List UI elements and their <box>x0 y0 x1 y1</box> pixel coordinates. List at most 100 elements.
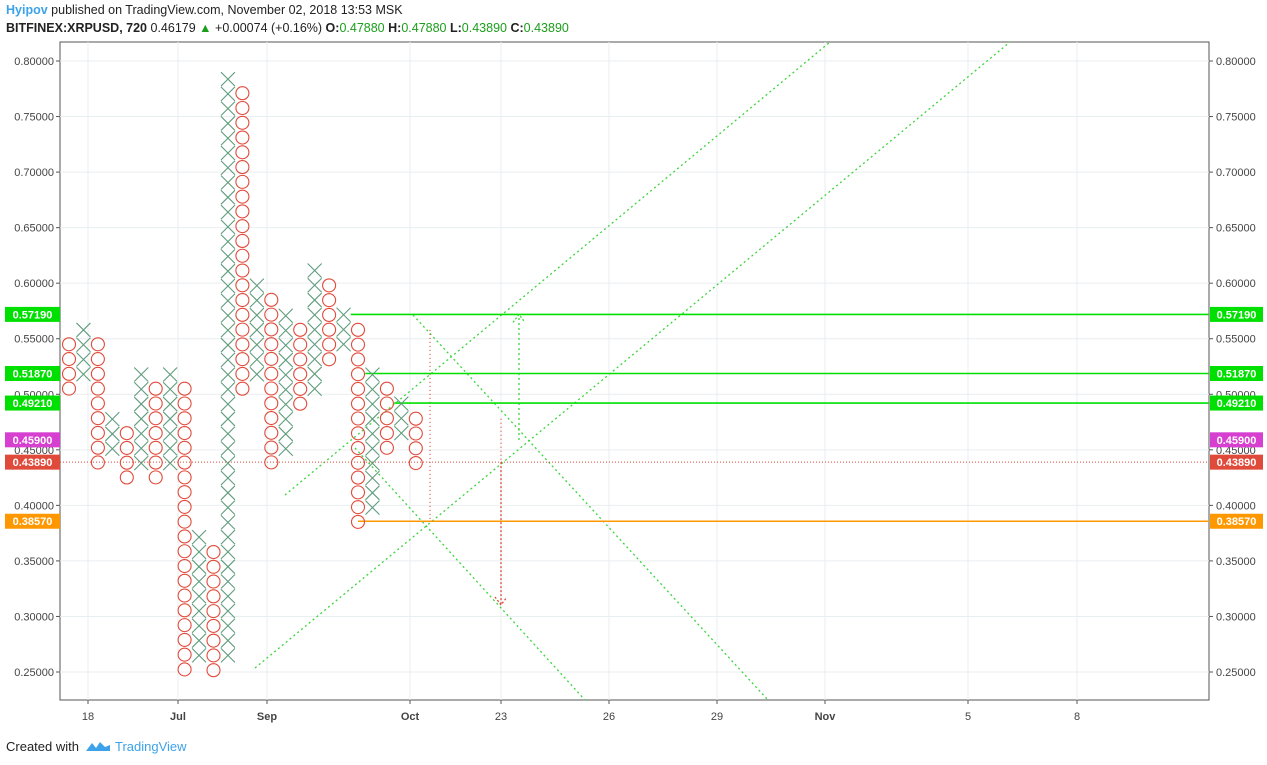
price-badge-left[interactable]: 0.43890 <box>5 454 60 470</box>
o-box <box>119 470 134 485</box>
price-badge-label: 0.45900 <box>1217 435 1257 447</box>
o-box <box>264 322 279 337</box>
x-box <box>220 145 236 161</box>
trend-line[interactable] <box>412 314 769 701</box>
o-column[interactable] <box>293 322 308 411</box>
o-box <box>177 662 192 677</box>
o-column[interactable] <box>148 381 163 485</box>
o-column[interactable] <box>379 381 394 455</box>
price-badge-right[interactable]: 0.45900 <box>1210 432 1263 448</box>
o-box <box>119 426 134 441</box>
price-badge-right[interactable]: 0.51870 <box>1210 365 1263 381</box>
o-column[interactable] <box>350 322 366 529</box>
x-column[interactable] <box>365 367 380 515</box>
x-box <box>220 618 236 634</box>
o-box <box>90 366 105 381</box>
price-badge-left[interactable]: 0.45900 <box>5 432 60 448</box>
pnf-columns[interactable] <box>61 71 423 678</box>
o-box <box>264 425 279 440</box>
x-column[interactable] <box>307 263 323 397</box>
o-box <box>293 381 308 396</box>
x-column[interactable] <box>220 71 236 663</box>
o-column[interactable] <box>119 426 134 485</box>
price-badges[interactable]: 0.57190 0.57190 0.51870 0.51870 0.49210 0.492… <box>5 306 1263 529</box>
x-box <box>133 440 149 456</box>
x-column[interactable] <box>191 529 207 663</box>
x-column[interactable] <box>336 307 351 352</box>
price-badge-left[interactable]: 0.49210 <box>5 395 60 411</box>
o-box <box>148 425 163 441</box>
x-column[interactable] <box>76 322 91 382</box>
x-box <box>249 278 265 294</box>
x-box <box>76 366 91 382</box>
footer: Created with TradingView <box>6 739 187 754</box>
price-badge-left[interactable]: 0.38570 <box>5 513 60 529</box>
x-box <box>220 293 236 309</box>
o-column[interactable] <box>61 337 77 396</box>
o-box <box>379 411 394 426</box>
x-box <box>191 529 207 545</box>
x-box <box>220 234 236 250</box>
tradingview-link[interactable]: TradingView <box>114 739 187 754</box>
o-box <box>206 574 221 589</box>
o-box <box>177 499 192 514</box>
x-box <box>220 574 236 589</box>
price-badge-right[interactable]: 0.57190 <box>1210 306 1263 322</box>
y-tick-label-left: 0.60000 <box>14 278 54 290</box>
price-badge-bg <box>1210 432 1263 448</box>
price-badge-right[interactable]: 0.49210 <box>1210 395 1263 411</box>
y-tick-label-left: 0.65000 <box>14 223 54 235</box>
o-box <box>235 145 250 160</box>
x-tick-label: 18 <box>82 711 94 723</box>
x-box <box>365 485 380 501</box>
price-badge-right[interactable]: 0.43890 <box>1210 454 1263 470</box>
o-box <box>206 589 221 604</box>
o-column[interactable] <box>235 86 250 396</box>
x-box <box>220 116 236 131</box>
x-box <box>76 352 91 367</box>
trend-lines[interactable] <box>254 41 1011 701</box>
o-box <box>177 544 192 559</box>
o-column[interactable] <box>90 337 105 470</box>
x-column[interactable] <box>278 308 294 457</box>
x-column[interactable] <box>249 278 265 382</box>
x-tick-label: Jul <box>170 711 186 723</box>
x-axis[interactable]: 18 Jul Sep Oct 23 26 29 Nov 5 8 <box>82 700 1080 723</box>
y-tick-label-left: 0.30000 <box>14 611 54 623</box>
author-name[interactable]: Hyipov <box>6 3 48 17</box>
plot-area[interactable] <box>59 41 1210 701</box>
y-axis-right[interactable]: 0.80000 0.75000 0.70000 0.65000 0.60000 0.550… <box>1209 56 1256 679</box>
x-box <box>133 426 149 441</box>
x-box <box>249 337 265 353</box>
o-box <box>148 470 163 485</box>
o-column[interactable] <box>322 278 337 367</box>
o-box <box>264 292 279 307</box>
x-tick-label: Nov <box>815 711 837 723</box>
publish-info: Hyipov published on TradingView.com, Nov… <box>6 3 403 17</box>
trend-line[interactable] <box>254 41 1011 669</box>
x-tick-label: 23 <box>495 711 507 723</box>
x-column[interactable] <box>104 411 120 457</box>
o-column[interactable] <box>408 411 423 471</box>
x-box <box>307 381 323 397</box>
o-box <box>293 337 308 352</box>
price-badge-left[interactable]: 0.57190 <box>5 306 60 322</box>
price-badge-right[interactable]: 0.38570 <box>1210 513 1263 529</box>
trend-line[interactable] <box>354 447 586 701</box>
o-box <box>177 573 192 588</box>
o-column[interactable] <box>206 544 221 678</box>
x-box <box>220 426 236 442</box>
price-badge-bg <box>5 365 60 381</box>
price-levels[interactable] <box>60 313 1209 523</box>
o-column[interactable] <box>177 381 192 677</box>
price-badge-left[interactable]: 0.51870 <box>5 365 60 381</box>
y-tick-label-left: 0.40000 <box>14 500 54 512</box>
x-box <box>278 396 294 412</box>
trend-line[interactable] <box>284 41 831 496</box>
x-column[interactable] <box>133 367 149 471</box>
o-column[interactable] <box>264 292 279 470</box>
o-box <box>90 381 105 396</box>
x-column[interactable] <box>393 396 409 441</box>
x-column[interactable] <box>162 367 178 471</box>
